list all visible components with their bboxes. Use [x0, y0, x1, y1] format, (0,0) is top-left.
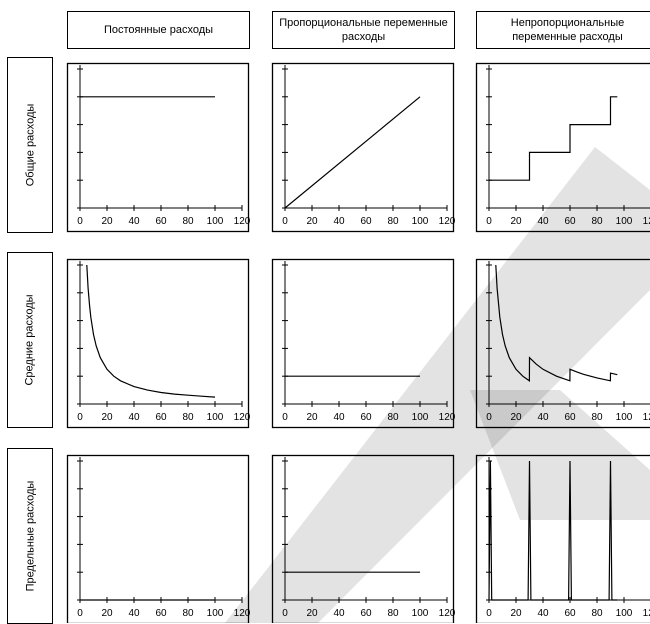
x-tick-label: 0 [282, 216, 288, 227]
x-tick-label: 80 [591, 412, 603, 423]
x-tick-label: 40 [333, 412, 345, 423]
x-tick-label: 20 [510, 216, 522, 227]
x-tick-label: 80 [387, 216, 399, 227]
subplot-1-2: 0 20 40 60 80 100 120 [273, 64, 456, 232]
x-tick-label: 20 [101, 608, 113, 619]
x-tick-label: 80 [182, 412, 194, 423]
x-tick-label: 100 [207, 216, 224, 227]
x-tick-label: 100 [412, 608, 429, 619]
x-tick-label: 120 [439, 412, 456, 423]
x-tick-label: 20 [306, 216, 318, 227]
x-tick-label: 80 [387, 608, 399, 619]
x-tick-label: 60 [360, 412, 372, 423]
subplot-2-2: 0 20 40 60 80 100 120 [273, 260, 456, 428]
plot-frame [68, 260, 249, 428]
x-tick-label: 120 [643, 412, 650, 423]
plot-frame [273, 456, 454, 624]
subplot-1-1: 0 20 40 60 80 100 120 [68, 64, 251, 232]
x-tick-label: 20 [306, 608, 318, 619]
subplot-3-1: 0 20 40 60 80 100 120 [68, 456, 251, 624]
x-tick-label: 60 [155, 216, 167, 227]
x-tick-label: 100 [412, 412, 429, 423]
x-tick-label: 40 [537, 608, 549, 619]
x-tick-label: 60 [360, 608, 372, 619]
subplot-2-3: 0 20 40 60 80 100 120 [477, 260, 650, 428]
x-tick-label: 100 [207, 608, 224, 619]
subplot-3-2: 0 20 40 60 80 100 120 [273, 456, 456, 624]
x-tick-label: 0 [486, 216, 492, 227]
x-tick-label: 20 [510, 412, 522, 423]
x-tick-label: 60 [155, 412, 167, 423]
plot-frame [68, 456, 249, 624]
x-tick-label: 100 [412, 216, 429, 227]
subplot-1-3: 0 20 40 60 80 100 120 [477, 64, 650, 232]
x-tick-label: 0 [77, 412, 83, 423]
x-tick-label: 40 [537, 412, 549, 423]
x-tick-label: 40 [128, 216, 140, 227]
x-tick-label: 80 [591, 216, 603, 227]
x-tick-label: 120 [439, 608, 456, 619]
plot-frame [273, 260, 454, 428]
x-tick-label: 120 [234, 608, 251, 619]
x-tick-label: 60 [155, 608, 167, 619]
x-tick-label: 80 [182, 216, 194, 227]
x-tick-label: 80 [387, 412, 399, 423]
x-tick-label: 80 [591, 608, 603, 619]
plot-frame [68, 64, 249, 232]
subplot-2-1: 0 20 40 60 80 100 120 [68, 260, 251, 428]
x-tick-label: 120 [234, 216, 251, 227]
x-tick-label: 120 [439, 216, 456, 227]
x-tick-label: 60 [360, 216, 372, 227]
x-tick-label: 20 [101, 216, 113, 227]
x-tick-label: 0 [77, 608, 83, 619]
x-tick-label: 0 [486, 608, 492, 619]
x-tick-label: 20 [306, 412, 318, 423]
x-tick-label: 0 [282, 412, 288, 423]
x-tick-label: 120 [643, 216, 650, 227]
subplot-3-3: 0 20 40 60 80 100 120 [477, 456, 650, 624]
x-tick-label: 40 [128, 608, 140, 619]
x-tick-label: 40 [333, 216, 345, 227]
x-tick-label: 100 [616, 608, 633, 619]
x-tick-label: 60 [564, 608, 576, 619]
x-tick-label: 40 [128, 412, 140, 423]
x-tick-label: 60 [564, 216, 576, 227]
x-tick-label: 80 [182, 608, 194, 619]
x-tick-label: 120 [234, 412, 251, 423]
x-tick-label: 20 [510, 608, 522, 619]
x-tick-label: 100 [207, 412, 224, 423]
x-tick-label: 0 [282, 608, 288, 619]
x-tick-label: 100 [616, 216, 633, 227]
plot-frame [273, 64, 454, 232]
x-tick-label: 40 [333, 608, 345, 619]
x-tick-label: 40 [537, 216, 549, 227]
x-tick-label: 0 [77, 216, 83, 227]
x-tick-label: 60 [564, 412, 576, 423]
x-tick-label: 120 [643, 608, 650, 619]
x-tick-label: 100 [616, 412, 633, 423]
x-tick-label: 20 [101, 412, 113, 423]
x-tick-label: 0 [486, 412, 492, 423]
